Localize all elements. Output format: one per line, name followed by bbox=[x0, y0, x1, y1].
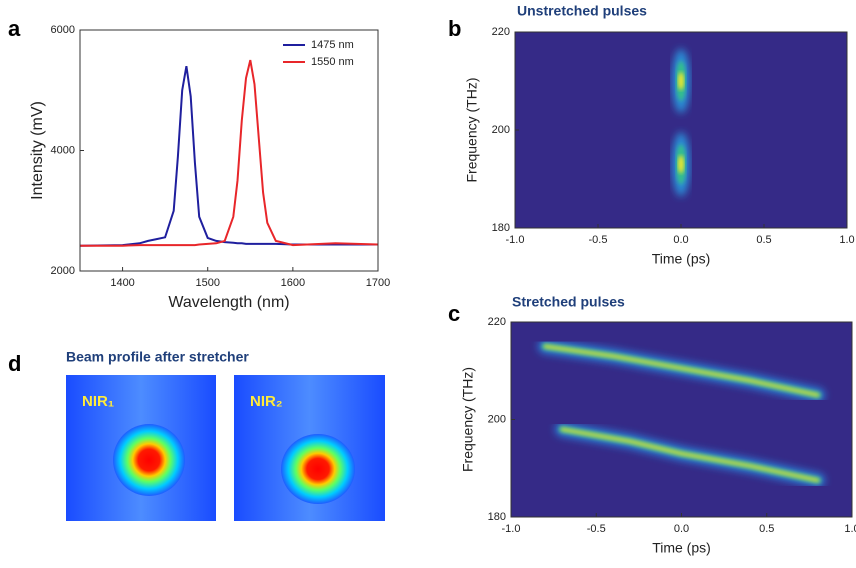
legend-label: 1475 nm bbox=[311, 39, 354, 51]
y-axis-label: Intensity (mV) bbox=[29, 101, 46, 200]
streak-core bbox=[543, 344, 820, 397]
y-tick-label: 200 bbox=[492, 124, 510, 136]
beam-image: NIR₁ bbox=[66, 375, 216, 521]
panel-label: d bbox=[8, 351, 21, 376]
panel-label: a bbox=[8, 16, 21, 41]
y-axis-label: Frequency (THz) bbox=[460, 367, 476, 472]
panel: c Stretched pulses -1.0 -0.5 0.0 0.5 1.0 180 200… bbox=[448, 294, 856, 556]
x-tick-label: -0.5 bbox=[589, 234, 608, 246]
pulse-core bbox=[678, 72, 684, 90]
legend-label: 1550 nm bbox=[311, 56, 354, 68]
y-tick-label: 4000 bbox=[51, 144, 75, 156]
x-tick-label: 0.0 bbox=[674, 523, 689, 535]
streak bbox=[555, 422, 825, 488]
pulse bbox=[672, 49, 690, 113]
panel-title: Beam profile after stretcher bbox=[66, 349, 249, 365]
x-axis-label: Wavelength (nm) bbox=[168, 294, 289, 311]
streak-core bbox=[560, 427, 820, 482]
beam-image: NIR₂ bbox=[234, 375, 385, 521]
y-tick-label: 220 bbox=[488, 316, 506, 328]
image-label: NIR₂ bbox=[250, 393, 283, 410]
streak bbox=[538, 339, 825, 403]
x-axis-label: Time (ps) bbox=[652, 251, 711, 267]
y-axis-label: Frequency (THz) bbox=[464, 77, 480, 182]
data-line bbox=[80, 59, 379, 247]
panel: b Unstretched pulses -1.0 -0.5 0.0 0.5 1.0 180 2… bbox=[448, 3, 855, 267]
x-tick-label: -1.0 bbox=[502, 523, 521, 535]
panel-title: Unstretched pulses bbox=[517, 3, 647, 19]
x-tick-label: 1.0 bbox=[839, 234, 854, 246]
panel-label: b bbox=[448, 16, 461, 41]
y-tick-label: 220 bbox=[492, 26, 510, 38]
x-tick-label: 1.0 bbox=[844, 523, 856, 535]
y-tick-label: 200 bbox=[488, 413, 506, 425]
image-label: NIR₁ bbox=[82, 393, 114, 410]
panel-d: d Beam profile after stretcher NIR₁ NIR₂ bbox=[8, 349, 385, 521]
y-tick-label: 2000 bbox=[51, 265, 75, 277]
x-tick-label: 0.5 bbox=[759, 523, 774, 535]
panel-label: c bbox=[448, 301, 460, 326]
pulse bbox=[672, 132, 690, 197]
x-tick-label: -0.5 bbox=[587, 523, 606, 535]
data-line bbox=[79, 66, 378, 247]
y-tick-label: 180 bbox=[488, 511, 506, 523]
x-axis-label: Time (ps) bbox=[652, 540, 711, 556]
x-tick-label: 1600 bbox=[281, 277, 305, 289]
x-tick-label: 1500 bbox=[195, 277, 219, 289]
x-tick-label: 1700 bbox=[366, 277, 390, 289]
y-tick-label: 180 bbox=[492, 222, 510, 234]
y-tick-label: 6000 bbox=[51, 24, 75, 36]
x-tick-label: -1.0 bbox=[506, 234, 525, 246]
x-tick-label: 1400 bbox=[110, 277, 134, 289]
x-tick-label: 0.0 bbox=[673, 234, 688, 246]
panel-title: Stretched pulses bbox=[512, 294, 625, 310]
x-tick-label: 0.5 bbox=[756, 234, 771, 246]
pulse-core bbox=[678, 155, 684, 174]
panel: a 1475 nm 1550 nm 1400 1500 1600 1700 2000 4000 6… bbox=[8, 16, 390, 311]
